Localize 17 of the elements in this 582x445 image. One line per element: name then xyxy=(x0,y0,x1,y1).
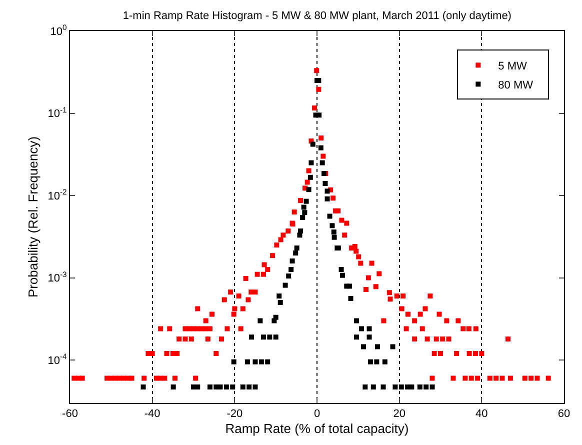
x-tick-label: 20 xyxy=(393,408,406,420)
y-tick-label: 10$^{-2}$ xyxy=(48,188,67,202)
x-tick-label: 0 xyxy=(314,408,320,420)
x-tick-label: -60 xyxy=(62,408,78,420)
y-tick-label: 10$^{-1}$ xyxy=(48,105,67,120)
x-tick-label: 40 xyxy=(476,408,488,420)
x-axis-title: Ramp Rate (% of total capacity) xyxy=(225,420,409,436)
y-axis-title: Probability (Rel. Frequency) xyxy=(26,136,41,298)
y-tick-label: 10$^{-4}$ xyxy=(48,352,68,367)
chart-title: 1-min Ramp Rate Histogram - 5 MW & 80 MW plant, March 2011 (only daytime) xyxy=(122,10,512,22)
x-tick-label: -40 xyxy=(144,408,160,420)
x-tick-label: 60 xyxy=(558,408,570,420)
legend-label: 5 MW xyxy=(498,60,536,72)
y-tick-label: 10$^{-3}$ xyxy=(48,270,67,285)
y-tick-label: 10$^{0}$ xyxy=(50,23,67,38)
x-tick-label: -20 xyxy=(226,408,243,420)
legend-label: 80 MW xyxy=(498,79,542,92)
